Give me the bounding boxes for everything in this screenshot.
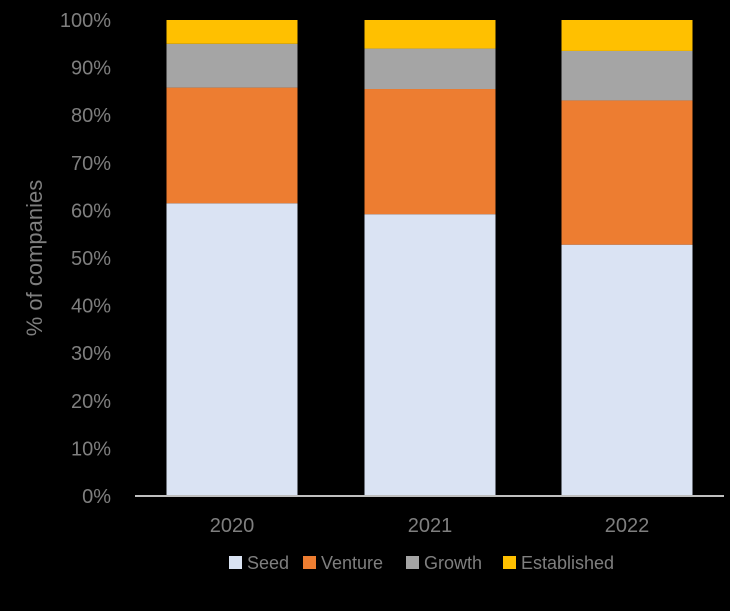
y-axis-title-group: % of companies [22,180,47,337]
y-tick-label: 20% [71,391,111,413]
legend-swatch-seed [229,556,242,569]
y-tick-label: 100% [60,10,111,32]
legend-swatch-venture [303,556,316,569]
y-tick-label: 70% [71,153,111,175]
bar-segment-venture-2020 [166,87,298,204]
legend-swatch-growth [406,556,419,569]
y-axis-ticks: 0% 10% 20% 30% 40% 50% 60% 70% 80% 90% 100% [60,10,111,508]
bar-segment-seed-2021 [364,214,496,496]
bar-segment-seed-2022 [561,244,693,496]
x-tick-label: 2021 [408,515,453,537]
y-tick-label: 90% [71,58,111,80]
y-axis-title: % of companies [22,180,47,337]
bar-segment-growth-2020 [166,43,298,88]
y-tick-label: 0% [82,486,111,508]
y-tick-label: 10% [71,438,111,460]
bar-segment-growth-2022 [561,50,693,101]
y-tick-label: 40% [71,296,111,318]
legend-swatch-established [503,556,516,569]
y-tick-label: 60% [71,200,111,222]
y-tick-label: 30% [71,343,111,365]
bar-segment-established-2021 [364,20,496,49]
legend: Seed Venture Growth Established [229,553,614,573]
x-tick-label: 2022 [605,515,650,537]
bars [166,20,693,496]
bar-segment-seed-2020 [166,203,298,496]
bar-segment-venture-2021 [364,89,496,215]
x-axis-ticks: 2020 2021 2022 [210,515,650,537]
x-tick-label: 2020 [210,515,255,537]
bar-segment-venture-2022 [561,100,693,245]
bar-segment-established-2022 [561,20,693,51]
y-tick-label: 80% [71,105,111,127]
legend-label-growth: Growth [424,553,482,573]
legend-label-seed: Seed [247,553,289,573]
bar-segment-growth-2021 [364,48,496,90]
legend-label-venture: Venture [321,553,383,573]
y-tick-label: 50% [71,248,111,270]
bar-segment-established-2020 [166,20,298,44]
legend-label-established: Established [521,553,614,573]
